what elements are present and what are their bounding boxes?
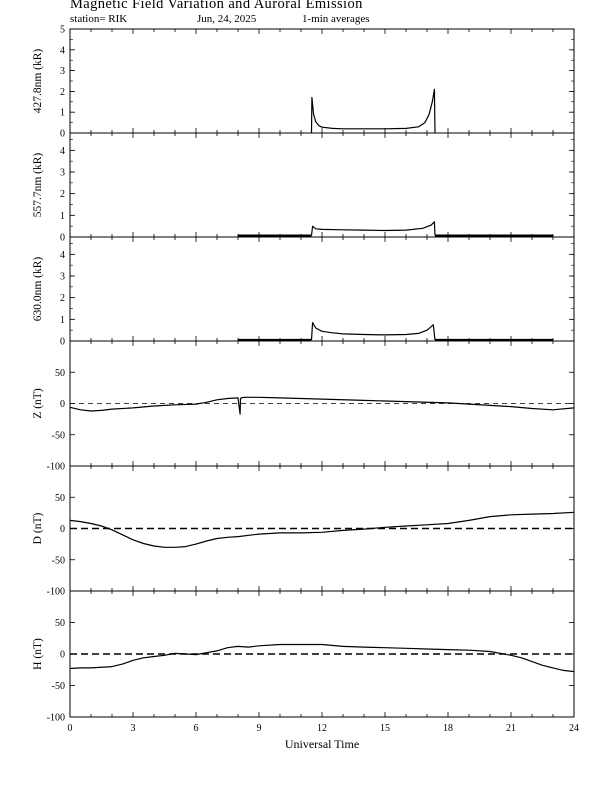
y-tick-label-D: -50 bbox=[52, 555, 65, 566]
series-line-630 bbox=[310, 322, 436, 340]
y-axis-label-D: D (nT) bbox=[32, 513, 44, 545]
x-tick-label: 24 bbox=[569, 723, 579, 734]
y-axis-label-630: 630.0nm (kR) bbox=[32, 257, 44, 322]
x-tick-label: 6 bbox=[194, 723, 199, 734]
y-axis-label-H: H (nT) bbox=[32, 638, 44, 670]
series-line-Z bbox=[69, 396, 575, 415]
series-line-427 bbox=[310, 88, 436, 134]
y-tick-label-Z: 50 bbox=[55, 368, 65, 379]
y-axis-label-Z: Z (nT) bbox=[32, 388, 44, 419]
y-axis-label-557: 557.7nm (kR) bbox=[32, 153, 44, 218]
x-tick-label: 15 bbox=[380, 723, 390, 734]
y-tick-label-557: 2 bbox=[60, 189, 65, 200]
y-tick-label-427: 5 bbox=[60, 25, 65, 36]
panel-frame-D bbox=[69, 465, 575, 592]
x-tick-label: 18 bbox=[443, 723, 453, 734]
date-label: Jun, 24, 2025 bbox=[197, 13, 257, 25]
x-tick-label: 0 bbox=[68, 723, 73, 734]
x-tick-label: 12 bbox=[317, 723, 327, 734]
panel-frame-427 bbox=[69, 28, 575, 134]
chart-title: Magnetic Field Variation and Auroral Emi… bbox=[70, 0, 363, 12]
y-tick-label-427: 2 bbox=[60, 87, 65, 98]
y-tick-label-427: 3 bbox=[60, 66, 65, 77]
station-label: station= RIK bbox=[70, 13, 128, 25]
series-line-557 bbox=[310, 221, 436, 236]
y-tick-label-557: 3 bbox=[60, 168, 65, 179]
y-tick-label-D: 50 bbox=[55, 493, 65, 504]
y-tick-label-427: 4 bbox=[60, 45, 65, 56]
y-tick-label-H: -100 bbox=[47, 713, 65, 724]
y-tick-label-H: 50 bbox=[55, 618, 65, 629]
x-axis-label: Universal Time bbox=[285, 737, 359, 751]
panel-frame-630 bbox=[69, 236, 575, 342]
series-line-D bbox=[69, 511, 575, 548]
y-tick-label-D: 0 bbox=[60, 524, 65, 535]
y-tick-label-630: 1 bbox=[60, 315, 65, 326]
y-tick-label-630: 0 bbox=[60, 337, 65, 348]
panel-frame-H bbox=[69, 590, 575, 718]
y-tick-label-D: -100 bbox=[47, 587, 65, 598]
y-tick-label-630: 4 bbox=[60, 250, 65, 261]
y-tick-label-Z: -100 bbox=[47, 462, 65, 473]
averaging-label: 1-min averages bbox=[302, 13, 370, 25]
y-tick-label-630: 2 bbox=[60, 293, 65, 304]
y-tick-label-557: 0 bbox=[60, 233, 65, 244]
x-tick-label: 9 bbox=[257, 723, 262, 734]
y-tick-label-Z: -50 bbox=[52, 430, 65, 441]
x-tick-label: 21 bbox=[506, 723, 516, 734]
y-tick-label-H: 0 bbox=[60, 650, 65, 661]
y-tick-label-H: -50 bbox=[52, 681, 65, 692]
y-tick-label-557: 1 bbox=[60, 211, 65, 222]
y-tick-label-Z: 0 bbox=[60, 399, 65, 410]
y-axis-label-427: 427.8nm (kR) bbox=[32, 49, 44, 114]
y-tick-label-427: 1 bbox=[60, 108, 65, 119]
panel-frame-557 bbox=[69, 132, 575, 238]
y-tick-label-630: 3 bbox=[60, 272, 65, 283]
y-tick-label-427: 0 bbox=[60, 129, 65, 140]
y-tick-label-557: 4 bbox=[60, 146, 65, 157]
x-tick-label: 3 bbox=[131, 723, 136, 734]
series-line-H bbox=[69, 643, 575, 673]
